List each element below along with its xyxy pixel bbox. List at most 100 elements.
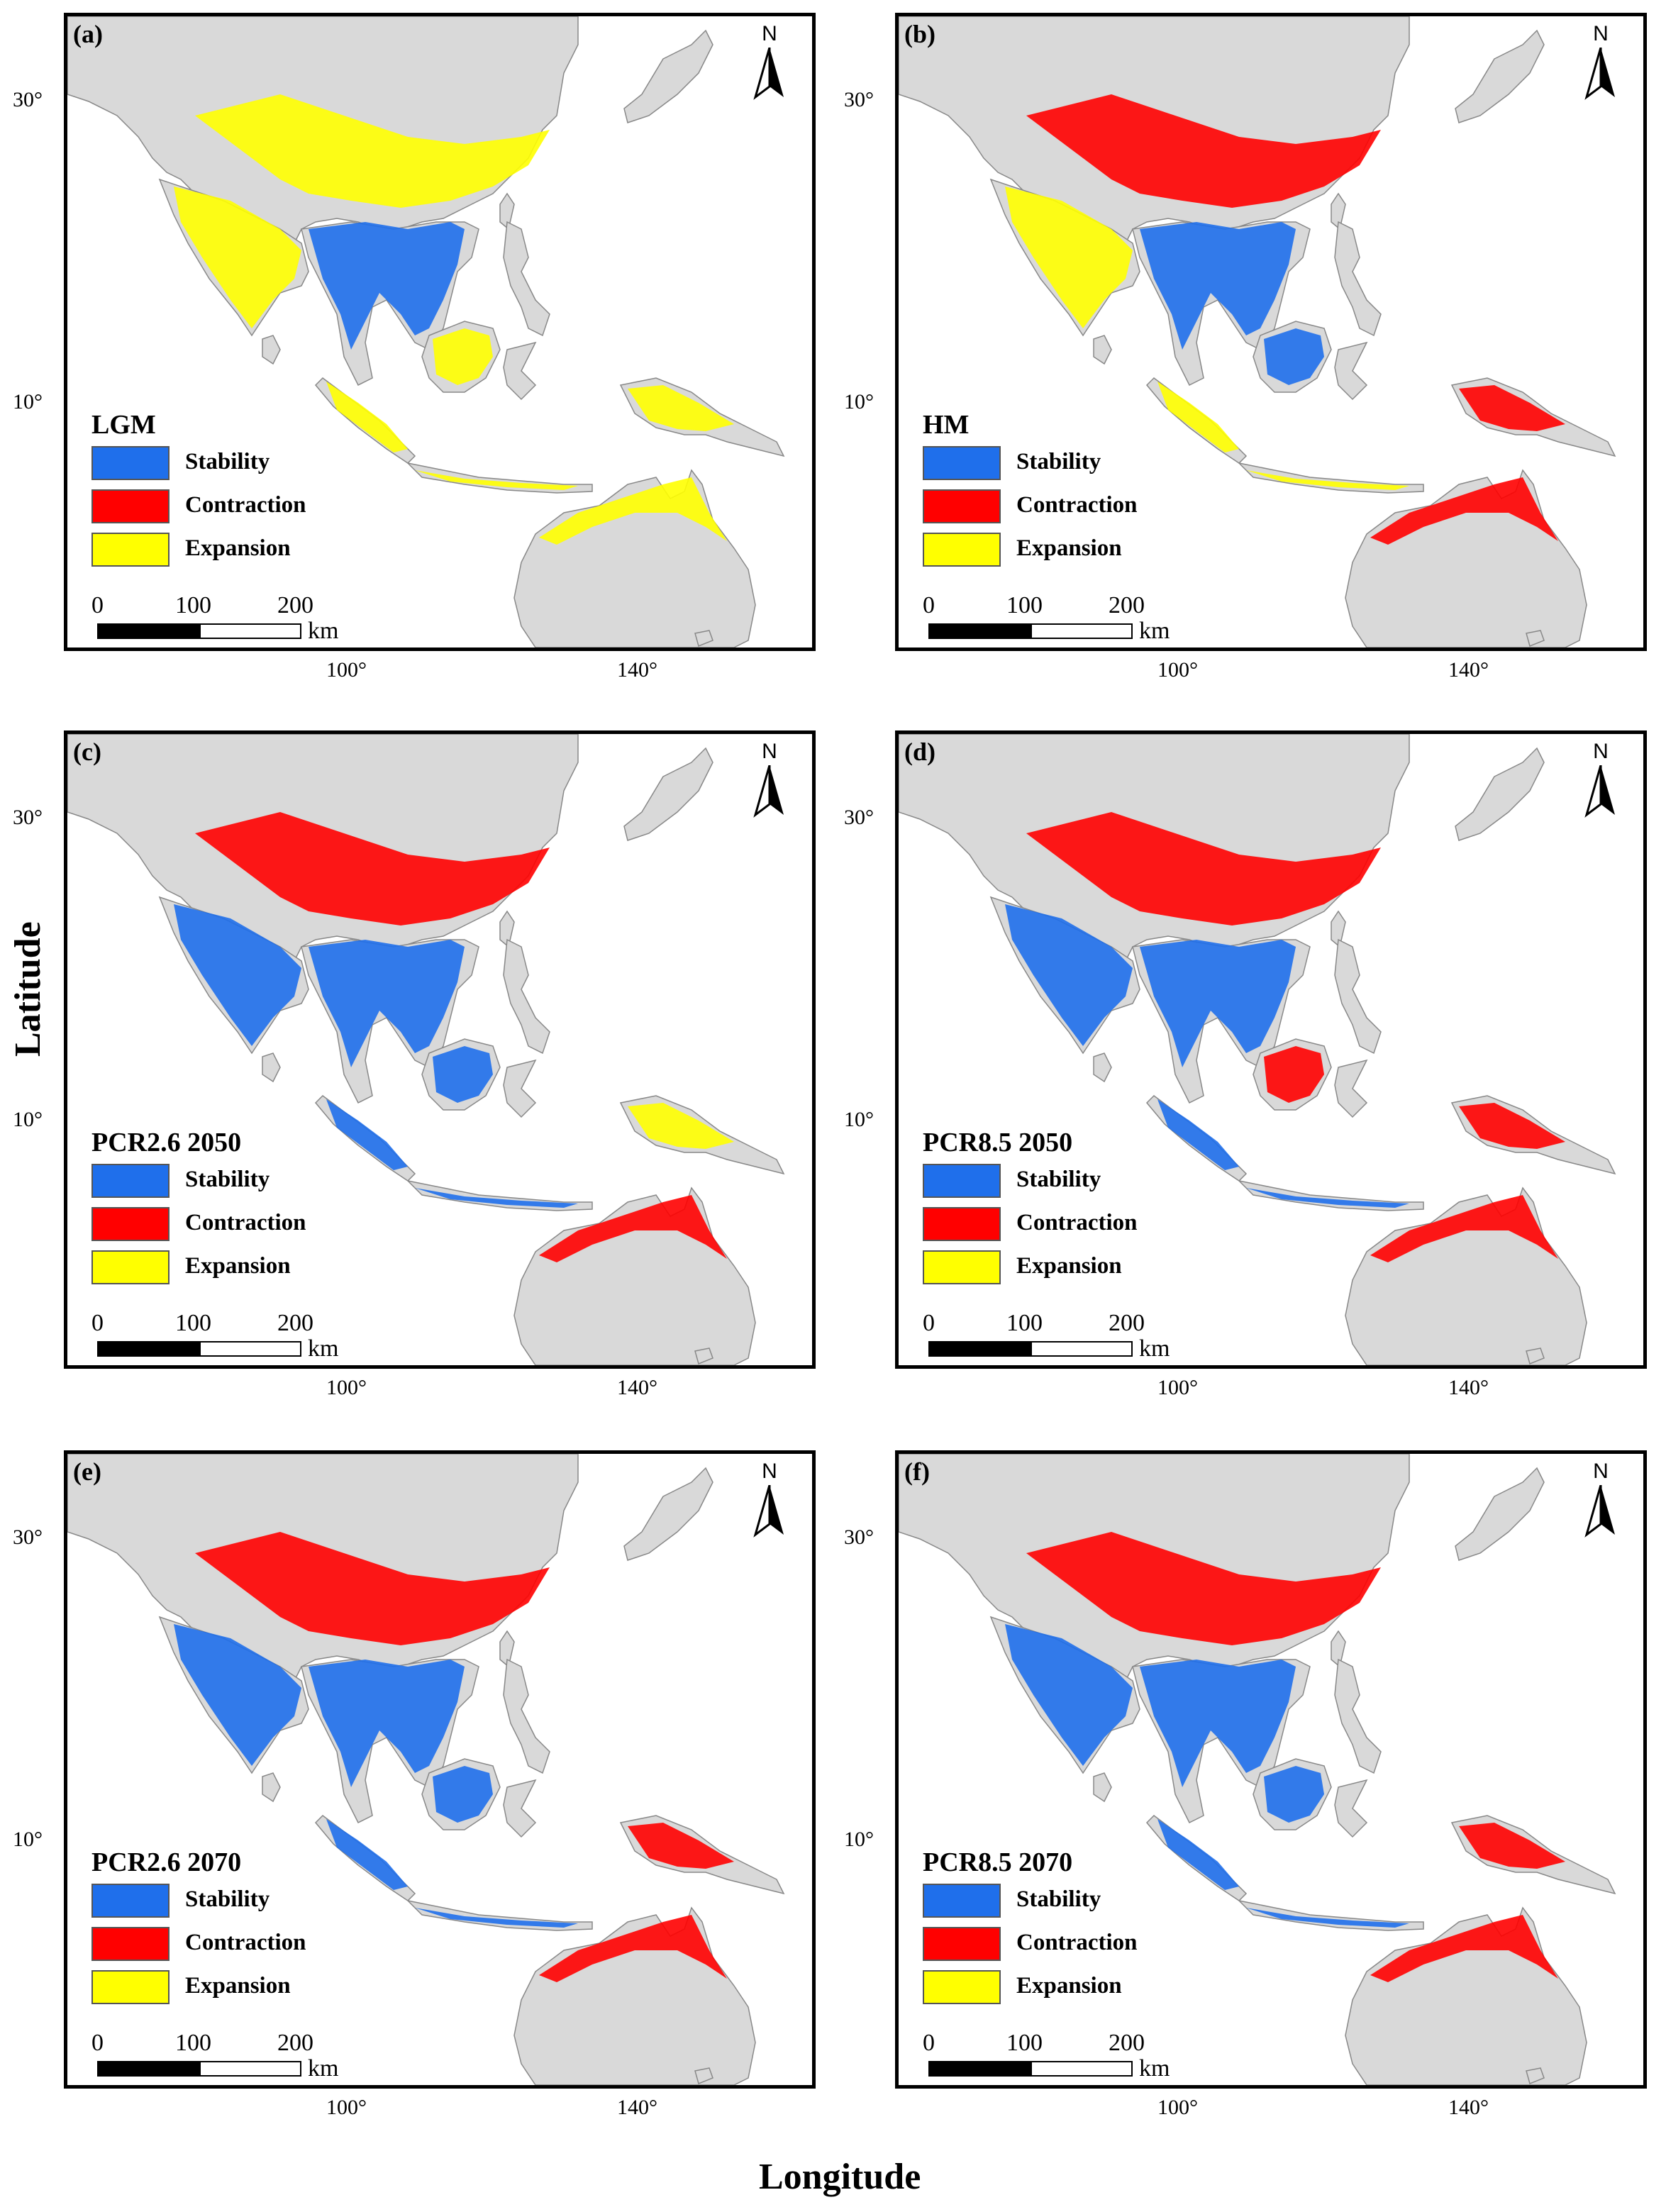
panel-label: (d) bbox=[904, 738, 935, 766]
north-arrow: N bbox=[1579, 740, 1622, 825]
scale-tick: 0 bbox=[923, 1310, 935, 1336]
legend-item-contraction: Contraction bbox=[923, 1203, 1164, 1246]
map-panel-b: (b) N HM Stability Contraction bbox=[844, 13, 1647, 682]
scale-bar-graphic bbox=[97, 623, 301, 639]
lon-tick-100: 100° bbox=[326, 658, 367, 682]
map-frame: (f) N PCR8.5 2070 Stability Contraction bbox=[895, 1450, 1647, 2089]
contraction-swatch bbox=[91, 1927, 170, 1961]
lat-tick-30: 30° bbox=[844, 806, 874, 829]
habitat-contraction bbox=[1026, 94, 1381, 208]
stability-label: Stability bbox=[185, 449, 270, 474]
panel-label: (c) bbox=[73, 738, 101, 766]
map-frame: (d) N PCR8.5 2050 Stability Contraction bbox=[895, 730, 1647, 1369]
legend: PCR8.5 2050 Stability Contraction Expans… bbox=[923, 1126, 1164, 1289]
habitat-overlay bbox=[174, 812, 734, 1262]
map-canvas bbox=[899, 1454, 1616, 2085]
habitat-expansion bbox=[1246, 470, 1409, 490]
habitat-stability bbox=[1246, 1908, 1409, 1928]
habitat-contraction bbox=[628, 1823, 734, 1869]
habitat-stability bbox=[415, 1908, 578, 1928]
habitat-contraction bbox=[1026, 1532, 1381, 1645]
habitat-stability bbox=[1264, 1766, 1324, 1823]
habitat-contraction bbox=[1459, 385, 1565, 431]
north-arrow: N bbox=[748, 1460, 791, 1545]
expansion-swatch bbox=[923, 1250, 1001, 1284]
scale-bar-graphic bbox=[97, 1341, 301, 1357]
north-label: N bbox=[762, 22, 777, 45]
habitat-stability bbox=[1140, 940, 1296, 1067]
map-canvas bbox=[67, 1454, 785, 2085]
legend-title: PCR8.5 2050 bbox=[923, 1128, 1073, 1157]
legend-item-stability: Stability bbox=[91, 442, 333, 485]
expansion-label: Expansion bbox=[185, 1253, 291, 1279]
lon-tick-100: 100° bbox=[1157, 2096, 1198, 2119]
contraction-label: Contraction bbox=[185, 1210, 306, 1235]
habitat-stability bbox=[1005, 1624, 1133, 1766]
legend-item-expansion: Expansion bbox=[923, 528, 1164, 572]
stability-label: Stability bbox=[185, 1167, 270, 1192]
scale-bar-graphic bbox=[928, 2061, 1133, 2077]
habitat-expansion bbox=[433, 328, 493, 385]
scale-unit: km bbox=[308, 1335, 339, 1362]
expansion-label: Expansion bbox=[185, 535, 291, 561]
scale-tick: 100 bbox=[175, 2030, 211, 2056]
scale-tick: 200 bbox=[1109, 2030, 1145, 2056]
lat-tick-10: 10° bbox=[13, 1108, 43, 1131]
lat-tick-30: 30° bbox=[13, 1525, 43, 1549]
habitat-contraction bbox=[1370, 1195, 1558, 1262]
legend-item-expansion: Expansion bbox=[923, 1246, 1164, 1289]
map-panel-c: (c) N PCR2.6 2050 Stability Contraction bbox=[13, 730, 816, 1399]
scale-tick: 100 bbox=[1006, 592, 1043, 618]
habitat-contraction bbox=[195, 1532, 550, 1645]
lon-tick-140: 140° bbox=[617, 1376, 657, 1399]
stability-swatch bbox=[91, 1164, 170, 1198]
legend-title: LGM bbox=[91, 410, 156, 440]
contraction-swatch bbox=[923, 489, 1001, 523]
north-arrow-icon bbox=[1584, 48, 1615, 100]
y-axis-title: Latitude bbox=[8, 921, 48, 1057]
habitat-stability bbox=[1140, 1660, 1296, 1787]
habitat-contraction bbox=[1370, 477, 1558, 545]
expansion-label: Expansion bbox=[1016, 535, 1122, 561]
scale-tick: 100 bbox=[175, 592, 211, 618]
contraction-label: Contraction bbox=[1016, 492, 1138, 518]
north-label: N bbox=[762, 1460, 777, 1483]
habitat-contraction bbox=[1459, 1103, 1565, 1149]
legend-item-expansion: Expansion bbox=[91, 1966, 333, 2009]
panel-label: (b) bbox=[904, 20, 935, 48]
habitat-overlay bbox=[174, 94, 734, 545]
x-axis-title: Longitude bbox=[759, 2157, 921, 2197]
expansion-swatch bbox=[923, 1970, 1001, 2004]
stability-label: Stability bbox=[185, 1886, 270, 1912]
habitat-stability bbox=[1157, 1819, 1239, 1890]
stability-swatch bbox=[923, 1884, 1001, 1918]
north-arrow-icon bbox=[753, 765, 784, 818]
panel-label: (f) bbox=[904, 1457, 930, 1486]
habitat-stability bbox=[174, 904, 301, 1046]
expansion-label: Expansion bbox=[1016, 1973, 1122, 1999]
habitat-stability bbox=[309, 1660, 465, 1787]
habitat-stability bbox=[433, 1766, 493, 1823]
habitat-contraction bbox=[1370, 1915, 1558, 1982]
habitat-contraction bbox=[1459, 1823, 1565, 1869]
habitat-contraction bbox=[1026, 812, 1381, 926]
habitat-expansion bbox=[1005, 187, 1133, 328]
contraction-swatch bbox=[923, 1207, 1001, 1241]
scale-bar-graphic bbox=[928, 1341, 1133, 1357]
panel-label: (a) bbox=[73, 20, 103, 48]
legend-title: PCR2.6 2070 bbox=[91, 1847, 242, 1877]
lon-tick-140: 140° bbox=[1448, 2096, 1489, 2119]
map-frame: (a) N LGM Stability Contraction bbox=[64, 13, 816, 651]
map-panel-e: (e) N PCR2.6 2070 Stability Contraction bbox=[13, 1450, 816, 2119]
habitat-stability bbox=[415, 1188, 578, 1208]
scale-unit: km bbox=[308, 2055, 339, 2082]
scale-bar: 0 100 200 km bbox=[91, 592, 389, 648]
legend: PCR8.5 2070 Stability Contraction Expans… bbox=[923, 1845, 1164, 2009]
habitat-expansion bbox=[539, 477, 727, 545]
north-arrow-icon bbox=[753, 48, 784, 100]
scale-bar-graphic bbox=[928, 623, 1133, 639]
legend: LGM Stability Contraction Expansion bbox=[91, 408, 333, 572]
stability-swatch bbox=[923, 1164, 1001, 1198]
lon-tick-100: 100° bbox=[1157, 1376, 1198, 1399]
habitat-contraction bbox=[195, 812, 550, 926]
